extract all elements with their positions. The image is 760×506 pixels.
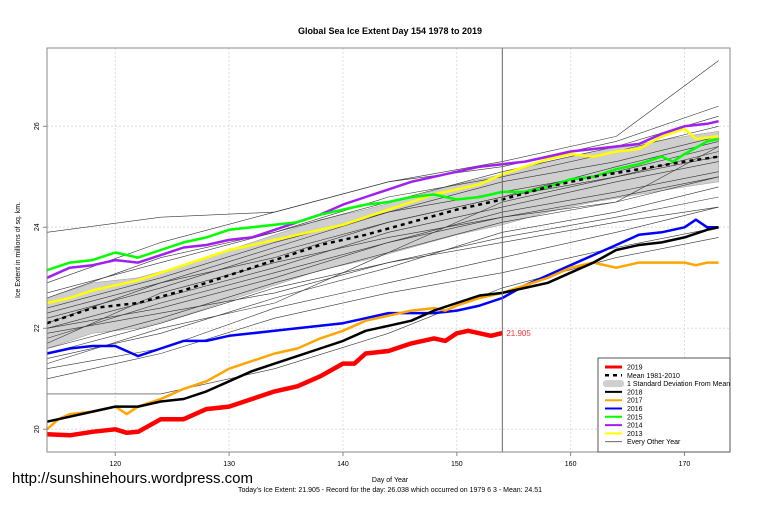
- series-line-2017: [46, 261, 719, 431]
- legend-label: 2019: [627, 365, 643, 372]
- legend-label: 2014: [627, 423, 643, 430]
- y-tick-label: 20: [34, 425, 41, 433]
- x-tick-label: 170: [679, 461, 691, 468]
- legend-label: 2017: [627, 398, 643, 405]
- y-tick-label: 24: [34, 223, 41, 231]
- series-line-2013: [46, 127, 719, 305]
- x-tick-label: 130: [223, 461, 235, 468]
- series-line-2018: [46, 226, 719, 423]
- series-line-2019: [46, 328, 503, 438]
- other-year-line: [47, 237, 719, 395]
- x-tick-label: 140: [337, 461, 349, 468]
- legend-label: 2015: [627, 414, 643, 421]
- other-year-line: [46, 151, 719, 364]
- legend-label: 2016: [627, 406, 643, 413]
- chart-title: Global Sea Ice Extent Day 154 1978 to 20…: [298, 26, 482, 36]
- plot-frame: [46, 47, 731, 453]
- other-year-line: [46, 186, 719, 359]
- legend-label: 2018: [627, 389, 643, 396]
- x-tick-label: 160: [565, 461, 577, 468]
- x-tick-label: 120: [109, 461, 121, 468]
- legend-box: [597, 357, 731, 453]
- mean-line: [46, 155, 719, 325]
- other-year-line: [46, 227, 719, 380]
- other-year-line: [46, 146, 719, 344]
- other-year-line: [46, 176, 719, 329]
- y-tick-label: 22: [34, 324, 41, 332]
- series-line-2014: [46, 119, 719, 279]
- y-axis-label: Ice Extent in millions of sq. km.: [15, 202, 22, 298]
- x-axis-label: Day of Year: [372, 477, 409, 484]
- other-year-line: [46, 161, 719, 329]
- other-year-line: [46, 105, 719, 284]
- series-line-2015: [46, 137, 719, 272]
- legend-label: Every Other Year: [627, 439, 681, 446]
- legend-label: 1 Standard Deviation From Mean: [627, 381, 730, 388]
- chart-subtitle: Today's Ice Extent: 21.905 - Record for …: [238, 487, 542, 494]
- watermark-url: http://sunshinehours.wordpress.com: [12, 470, 253, 487]
- other-year-line: [46, 141, 719, 324]
- y-tick-label: 26: [34, 122, 41, 130]
- other-year-line: [46, 206, 719, 354]
- legend-label: 2013: [627, 431, 643, 438]
- x-tick-label: 150: [451, 461, 463, 468]
- current-value-label: 21.905: [506, 329, 531, 338]
- legend-swatch-std: [603, 380, 624, 388]
- legend-label: Mean 1981-2010: [627, 373, 680, 380]
